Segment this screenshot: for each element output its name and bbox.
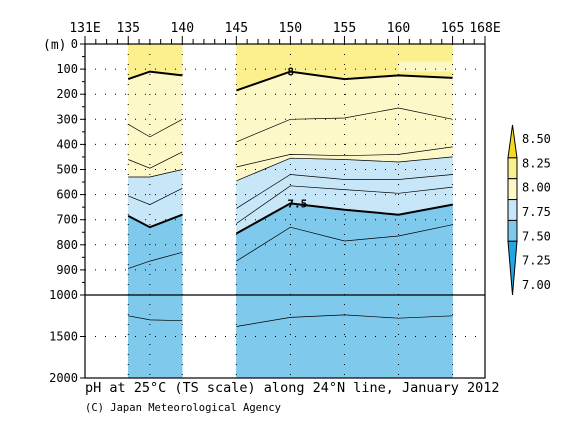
y-tick-label: 0 [71, 37, 78, 51]
x-tick-label: 160 [387, 21, 410, 36]
y-tick-label: 300 [56, 112, 78, 126]
y-tick-label: 600 [56, 188, 78, 202]
x-tick-label: 150 [279, 21, 302, 36]
contour-0-6 [128, 251, 183, 269]
colorbar-label: 7.00 [522, 278, 551, 292]
contour-0-4 [128, 187, 183, 205]
colorbar-label: 7.50 [522, 229, 551, 243]
colorbar-label: 8.00 [522, 181, 551, 195]
fill-band-0-8 [127, 315, 183, 379]
contour-0-7 [128, 315, 183, 322]
colorbar: 8.50 8.25 8.00 7.75 7.50 7.25 7.00 [507, 124, 551, 296]
y-tick-label: 800 [56, 238, 78, 252]
y-tick-label: 2000 [49, 371, 78, 385]
axes: 131E 135 140 145 150 155 160 165 168E 0 100 200 300 4… [49, 21, 501, 385]
colorbar-swatch [507, 178, 518, 201]
colorbar-label: 7.25 [522, 254, 551, 268]
y-axis-unit-label: (m) [43, 38, 66, 53]
x-tick-label: 155 [333, 21, 356, 36]
contour-label-1-6: 7.5 [287, 197, 307, 210]
contour-lines: 87.5 [127, 66, 453, 327]
contour-1-7 [236, 224, 453, 262]
x-tick-label: 145 [225, 21, 248, 36]
colorbar-swatch [507, 219, 518, 242]
contour-1-0 [236, 70, 453, 92]
contour-0-0 [127, 70, 183, 81]
y-tick-label: 900 [56, 263, 78, 277]
contour-1-6 [235, 202, 453, 235]
contour-0-3 [128, 169, 183, 178]
contour-0-5 [127, 213, 183, 229]
contour-1-8 [236, 314, 453, 327]
y-tick-label: 500 [56, 163, 78, 177]
colorbar-label: 8.25 [522, 156, 551, 170]
chart-title: pH at 25°C (TS scale) along 24°N line, J… [85, 380, 500, 396]
contour-1-4 [236, 174, 453, 209]
contour-1-5 [236, 185, 453, 224]
x-tick-label: 135 [117, 21, 140, 36]
surface-notch [398, 61, 453, 72]
contour-label-1-0: 8 [287, 66, 294, 79]
x-tick-label: 168E [469, 21, 500, 36]
chart-credit: (C) Japan Meteorological Agency [85, 402, 281, 414]
colorbar-bottom-arrow [507, 240, 518, 296]
y-tick-label: 1500 [49, 330, 78, 344]
contour-0-1 [128, 118, 183, 138]
contour-1-2 [236, 146, 453, 168]
colorbar-swatch [507, 157, 518, 180]
x-tick-label: 165 [441, 21, 464, 36]
ph-fill-layer [127, 43, 453, 379]
colorbar-label: 8.50 [522, 132, 551, 146]
contour-1-1 [236, 107, 453, 143]
y-tick-label: 200 [56, 87, 78, 101]
x-tick-label: 140 [171, 21, 194, 36]
y-tick-label: 1000 [49, 288, 78, 302]
contour-0-2 [128, 151, 183, 169]
colorbar-swatch [507, 199, 518, 221]
y-tick-label: 400 [56, 137, 78, 151]
y-tick-label: 100 [56, 62, 78, 76]
grid-dots [85, 44, 485, 378]
contour-1-3 [236, 156, 453, 182]
x-tick-label: 131E [69, 21, 100, 36]
plot-frame [84, 43, 486, 379]
colorbar-label: 7.75 [522, 205, 551, 219]
colorbar-top-arrow [507, 124, 518, 159]
y-tick-label: 700 [56, 213, 78, 227]
